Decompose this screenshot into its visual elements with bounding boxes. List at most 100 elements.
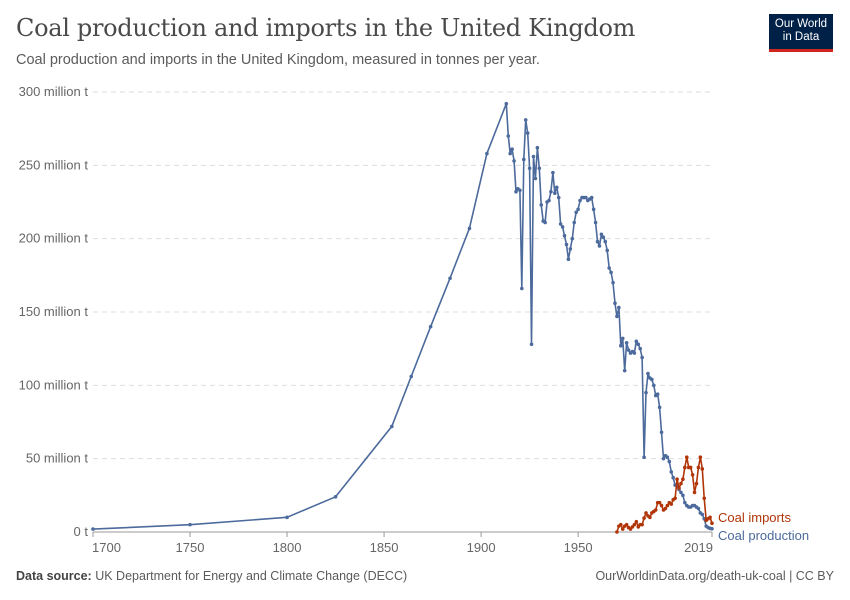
- data-point: [578, 198, 582, 203]
- data-point: [409, 374, 414, 379]
- data-point: [683, 500, 687, 505]
- data-point: [485, 151, 489, 156]
- data-point: [506, 134, 511, 138]
- data-point: [679, 490, 683, 495]
- y-tick-label: 100 million t: [19, 377, 89, 392]
- data-point: [566, 257, 571, 262]
- data-point: [539, 203, 544, 207]
- x-tick-label: 1800: [273, 540, 302, 555]
- chart-title: Coal production and imports in the Unite…: [16, 14, 636, 42]
- data-point: [618, 522, 623, 527]
- logo-line1: Our World: [774, 18, 828, 30]
- data-point: [671, 475, 675, 480]
- data-point: [708, 515, 712, 520]
- data-point: [646, 371, 650, 376]
- data-point: [669, 502, 674, 506]
- data-point: [525, 131, 530, 135]
- data-point: [679, 481, 683, 486]
- y-tick-label: 0 t: [74, 524, 89, 539]
- data-point: [675, 477, 679, 482]
- data-point: [537, 166, 542, 171]
- data-point: [648, 515, 652, 520]
- y-tick-label: 50 million t: [26, 451, 89, 466]
- data-point: [570, 236, 575, 241]
- data-point: [620, 527, 625, 531]
- x-tick-label: 1700: [92, 540, 121, 555]
- x-tick-label: 1850: [370, 540, 399, 555]
- data-point: [655, 392, 660, 396]
- data-point: [558, 222, 563, 226]
- data-point: [514, 189, 518, 194]
- data-point: [574, 210, 578, 215]
- data-point: [710, 526, 714, 531]
- data-point: [512, 159, 516, 163]
- data-point: [669, 470, 674, 474]
- y-tick-label: 200 million t: [19, 231, 89, 246]
- data-point: [698, 455, 703, 460]
- data-point: [700, 467, 705, 471]
- data-point: [642, 516, 646, 520]
- data-point: [91, 527, 95, 531]
- legend-label-coal-imports: Coal imports: [718, 510, 791, 525]
- data-point: [560, 225, 565, 229]
- data-point: [533, 176, 538, 181]
- data-point: [584, 195, 588, 200]
- source-link[interactable]: OurWorldinData.org/death-uk-coal | CC BY: [595, 569, 834, 583]
- data-point: [632, 351, 637, 355]
- data-point: [554, 185, 559, 190]
- data-point: [677, 486, 681, 490]
- data-point: [547, 198, 551, 203]
- data-point: [609, 270, 613, 275]
- data-point: [644, 511, 648, 515]
- owid-logo[interactable]: Our World in Data: [769, 14, 833, 52]
- data-point: [694, 481, 699, 486]
- data-point: [607, 266, 611, 270]
- data-point: [640, 355, 644, 360]
- data-point: [642, 455, 646, 460]
- data-point: [626, 348, 631, 352]
- data-point: [702, 496, 707, 501]
- data-point: [657, 500, 662, 505]
- data-point: [644, 390, 648, 395]
- data-point: [659, 503, 664, 508]
- data-point: [521, 157, 526, 162]
- data-point: [622, 368, 627, 373]
- data-point: [653, 508, 658, 512]
- data-point: [551, 170, 555, 175]
- data-point: [390, 424, 394, 429]
- data-point: [601, 235, 606, 239]
- data-point: [615, 530, 619, 534]
- data-point: [665, 503, 670, 508]
- data-point: [333, 495, 338, 499]
- y-tick-label: 250 million t: [19, 157, 89, 172]
- data-point: [667, 459, 672, 464]
- data-point: [663, 506, 668, 511]
- data-point: [617, 305, 621, 310]
- x-tick-label: 2019: [684, 540, 713, 555]
- data-point: [504, 101, 509, 106]
- data-point: [636, 342, 641, 347]
- data-point: [589, 195, 594, 200]
- data-point: [634, 519, 639, 524]
- data-point: [523, 118, 528, 122]
- data-point: [618, 343, 623, 348]
- y-tick-label: 150 million t: [19, 304, 89, 319]
- data-point: [518, 188, 522, 193]
- data-point: [597, 244, 602, 248]
- x-tick-label: 1900: [467, 540, 496, 555]
- data-point: [510, 147, 514, 151]
- data-point: [640, 522, 644, 527]
- data-point: [562, 233, 567, 238]
- data-point: [710, 521, 714, 525]
- data-point: [572, 220, 577, 225]
- data-point: [661, 456, 666, 461]
- data-point: [688, 465, 693, 470]
- data-point: [553, 191, 557, 195]
- data-point: [531, 154, 536, 159]
- data-point: [615, 314, 619, 319]
- data-point: [549, 189, 553, 194]
- data-point: [673, 496, 677, 501]
- data-point: [527, 166, 532, 171]
- x-tick-label: 1750: [176, 540, 205, 555]
